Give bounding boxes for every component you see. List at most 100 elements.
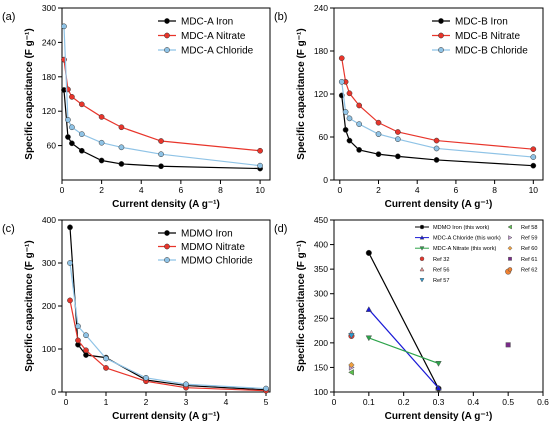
data-point [103, 365, 109, 371]
legend-marker [164, 47, 170, 53]
x-tick-label: 0 [337, 185, 342, 195]
data-point [158, 151, 164, 158]
legend-marker [164, 243, 170, 250]
data-point [433, 157, 440, 163]
x-tick-label: 10 [529, 185, 539, 195]
legend-marker [507, 267, 513, 272]
x-axis-label: Current density (A g⁻¹) [385, 199, 493, 210]
data-point [83, 332, 89, 339]
data-point [65, 116, 71, 123]
data-point [65, 134, 71, 140]
data-point [348, 361, 355, 369]
data-point [98, 139, 105, 146]
data-point [435, 361, 442, 367]
x-tick-label: 0.4 [467, 397, 479, 407]
y-axis-label: Specific capacitance (F g⁻¹) [296, 28, 307, 159]
data-point [356, 121, 363, 127]
series-line [341, 58, 534, 150]
data-point [346, 115, 353, 122]
y-tick-label: 450 [314, 215, 328, 225]
y-tick-label: 300 [42, 3, 56, 13]
panel-label: (a) [2, 11, 15, 23]
x-tick-label: 0 [64, 397, 69, 407]
legend-marker [438, 47, 444, 53]
data-point [342, 126, 349, 133]
x-axis-label: Current density (A g⁻¹) [112, 199, 220, 210]
data-point [257, 147, 263, 154]
data-point [61, 23, 67, 30]
y-tick-label: 350 [314, 264, 328, 274]
y-tick-label: 120 [42, 106, 56, 116]
data-point [67, 224, 73, 231]
legend-label: MDC-A Nitrate [181, 31, 246, 42]
y-axis-label: Specific capacitance (F g⁻¹) [296, 240, 307, 371]
data-point [365, 249, 372, 256]
data-point [375, 151, 382, 158]
data-point [346, 90, 353, 97]
x-tick-label: 5 [264, 397, 269, 407]
panel-label: (b) [274, 11, 287, 23]
data-point [435, 384, 442, 391]
data-point [433, 137, 440, 144]
data-point [395, 136, 401, 142]
x-tick-label: 4 [224, 397, 229, 407]
data-point [183, 381, 189, 388]
y-tick-label: 180 [42, 72, 56, 82]
legend-marker [419, 224, 425, 230]
data-point [118, 124, 125, 131]
x-tick-label: 0.1 [363, 397, 375, 407]
data-point [75, 337, 81, 344]
legend-marker [507, 224, 512, 230]
legend-label: Ref 56 [433, 267, 449, 273]
data-point [375, 119, 382, 126]
legend-marker [419, 278, 425, 283]
x-tick-label: 4 [139, 185, 144, 195]
y-axis-label: Specific capacitance (F g⁻¹) [24, 28, 35, 159]
y-tick-label: 60 [47, 141, 57, 151]
data-point [158, 138, 164, 144]
data-point [83, 347, 89, 354]
legend-marker [508, 235, 513, 241]
data-point [433, 145, 440, 152]
series-line [368, 309, 439, 389]
legend-marker [164, 230, 170, 236]
x-tick-label: 2 [99, 185, 104, 195]
legend-marker [164, 257, 170, 263]
data-point [67, 297, 73, 304]
data-point [83, 352, 89, 358]
x-axis-label: Current density (A g⁻¹) [112, 411, 220, 422]
x-tick-label: 0 [332, 397, 337, 407]
data-point [342, 109, 349, 115]
legend-marker [438, 18, 444, 24]
x-tick-label: 0 [60, 185, 65, 195]
legend-marker [164, 32, 170, 39]
legend-label: Ref 60 [521, 246, 537, 252]
legend-label: MDC-B Nitrate [455, 31, 520, 42]
data-point [69, 94, 75, 100]
legend-marker [507, 245, 513, 251]
x-tick-label: 1 [104, 397, 109, 407]
data-point [530, 162, 537, 169]
y-tick-label: 60 [319, 132, 329, 142]
series-line [63, 59, 261, 152]
legend-label: MDMO Iron (this work) [433, 225, 489, 231]
data-point [365, 306, 373, 312]
x-tick-label: 2 [376, 185, 381, 195]
legend-label: Ref 62 [521, 267, 537, 273]
data-point [338, 78, 345, 85]
y-tick-label: 200 [42, 301, 56, 311]
data-point [365, 335, 373, 342]
x-tick-label: 8 [218, 185, 223, 195]
data-point [118, 161, 125, 167]
x-tick-label: 0.5 [502, 397, 514, 407]
panel-label: (c) [2, 223, 15, 235]
x-tick-label: 6 [454, 185, 459, 195]
data-point [505, 342, 511, 348]
legend-marker [438, 32, 444, 39]
data-point [530, 146, 537, 153]
x-tick-label: 2 [144, 397, 149, 407]
data-point [98, 157, 105, 164]
y-tick-label: 300 [42, 258, 56, 268]
data-point [530, 154, 537, 160]
legend-label: MDMO Chloride [181, 256, 253, 267]
